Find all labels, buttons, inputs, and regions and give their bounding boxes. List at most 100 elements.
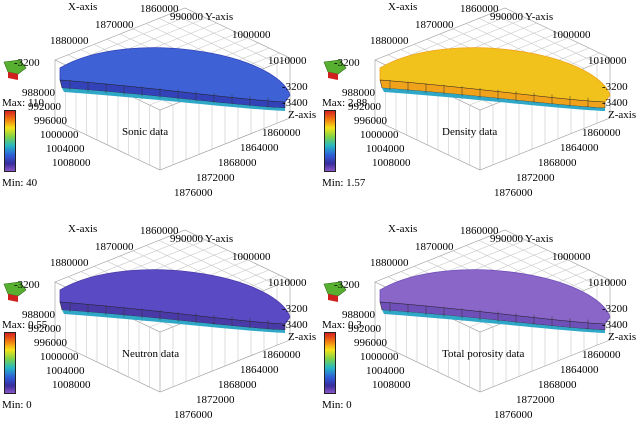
right-tick: 1860000 [262,349,301,361]
grid-box [323,229,611,393]
y-tick: 1010000 [588,55,627,67]
right-tick: 1864000 [560,364,599,376]
y-tick: 1010000 [588,277,627,289]
panel-sonic: X-axis Y-axis Z-axis -3200 -3200 -3400 1860000… [0,0,320,222]
z-bottom-tick-right: -3400 [602,319,628,331]
z-top-tick-right: -3200 [282,303,308,315]
colorbar [4,110,16,172]
z-axis-label: Z-axis [608,109,637,121]
panel-caption: Neutron data [122,348,180,360]
y-tick: 990000 [170,11,203,23]
x-tick: 1860000 [460,225,499,237]
left-tick: 996000 [354,115,387,127]
y-tick: 1000000 [232,251,271,263]
grid-box [3,7,291,171]
left-tick: 1000000 [40,129,79,141]
grid-box [323,7,611,171]
colorbar [324,332,336,394]
panel-caption: Density data [442,126,498,138]
colorbar [324,110,336,172]
left-tick: 1000000 [40,351,79,363]
x-tick: 1870000 [415,19,454,31]
colorbar-min: Min: 1.57 [322,177,366,189]
rock-body [379,47,611,111]
right-tick: 1864000 [560,142,599,154]
x-tick: 1870000 [95,19,134,31]
panel-caption: Total porosity data [442,348,525,360]
right-tick: 1876000 [494,187,533,199]
right-tick: 1860000 [582,349,621,361]
right-tick: 1876000 [174,409,213,421]
y-tick: 1000000 [552,29,591,41]
x-tick: 1880000 [50,257,89,269]
x-axis-label: X-axis [68,1,98,13]
x-tick: 1880000 [370,35,409,47]
left-tick: 1004000 [366,365,405,377]
left-tick: 1000000 [360,129,399,141]
right-tick: 1872000 [196,172,235,184]
z-bottom-tick-right: -3400 [282,97,308,109]
colorbar-min: Min: 0 [2,399,32,411]
left-tick: 988000 [342,309,375,321]
orientation-arrow-icon [3,59,27,80]
left-tick: 1004000 [46,143,85,155]
z-top-tick: -3200 [334,279,360,291]
y-axis-label: Y-axis [205,11,234,23]
left-tick: 988000 [342,87,375,99]
colorbar-min: Min: 0 [322,399,352,411]
x-tick: 1860000 [460,3,499,15]
right-tick: 1868000 [538,379,577,391]
z-axis-label: Z-axis [288,109,317,121]
x-tick: 1870000 [415,241,454,253]
x-tick: 1880000 [370,257,409,269]
colorbar-min: Min: 40 [2,177,38,189]
x-tick: 1860000 [140,3,179,15]
colorbar [4,332,16,394]
y-tick: 1000000 [232,29,271,41]
panel-neutron: X-axis Y-axis Z-axis -3200 -3200 -3400 1860000… [0,222,320,444]
rock-body [59,269,291,333]
left-tick: 1004000 [366,143,405,155]
right-tick: 1876000 [174,187,213,199]
panel-density: X-axis Y-axis Z-axis -3200 -3200 -3400 1860000… [320,0,640,222]
y-tick: 1010000 [268,277,307,289]
rock-body [59,47,291,111]
left-tick: 1004000 [46,365,85,377]
right-tick: 1876000 [494,409,533,421]
z-axis-label: Z-axis [288,331,317,343]
y-tick: 990000 [490,233,523,245]
left-tick: 1008000 [52,379,91,391]
colorbar-max: Max: 2.88 [322,97,368,109]
left-tick: 996000 [34,115,67,127]
left-tick: 1008000 [372,157,411,169]
z-top-tick: -3200 [14,279,40,291]
left-tick: 992000 [348,101,381,113]
y-tick: 1000000 [552,251,591,263]
panel-caption: Sonic data [122,126,169,138]
orientation-arrow-icon [3,281,27,302]
left-tick: 1008000 [372,379,411,391]
x-axis-label: X-axis [388,1,418,13]
z-top-tick-right: -3200 [282,81,308,93]
right-tick: 1868000 [538,157,577,169]
y-axis-label: Y-axis [525,11,554,23]
z-top-tick: -3200 [334,57,360,69]
left-tick: 996000 [354,337,387,349]
x-tick: 1860000 [140,225,179,237]
left-tick: 992000 [28,323,61,335]
left-tick: 996000 [34,337,67,349]
z-bottom-tick-right: -3400 [282,319,308,331]
orientation-arrow-icon [323,59,347,80]
x-tick: 1870000 [95,241,134,253]
x-axis-label: X-axis [388,223,418,235]
right-tick: 1872000 [516,394,555,406]
left-tick: 1008000 [52,157,91,169]
z-bottom-tick-right: -3400 [602,97,628,109]
left-tick: 1000000 [360,351,399,363]
left-tick: 992000 [28,101,61,113]
right-tick: 1860000 [262,127,301,139]
right-tick: 1872000 [516,172,555,184]
rock-body [379,269,611,333]
z-top-tick: -3200 [14,57,40,69]
colorbar-max: Max: 0.3 [322,319,362,331]
